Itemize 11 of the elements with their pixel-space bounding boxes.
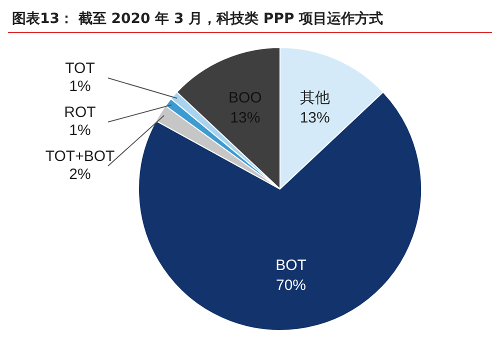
chart-title: 图表13： 截至 2020 年 3 月，科技类 PPP 项目运作方式 (8, 8, 492, 33)
slice-label: TOT (65, 60, 95, 78)
data-label: 2% (69, 166, 91, 184)
data-label: 13% (300, 110, 330, 127)
data-label: 1% (69, 78, 91, 96)
slice-label: ROT (64, 104, 96, 122)
data-label: 70% (276, 277, 306, 294)
slice-label: TOT+BOT (45, 148, 115, 166)
slice-label: 其他 (300, 90, 330, 107)
data-label: 1% (69, 122, 91, 140)
slice-label: BOT (276, 257, 306, 274)
